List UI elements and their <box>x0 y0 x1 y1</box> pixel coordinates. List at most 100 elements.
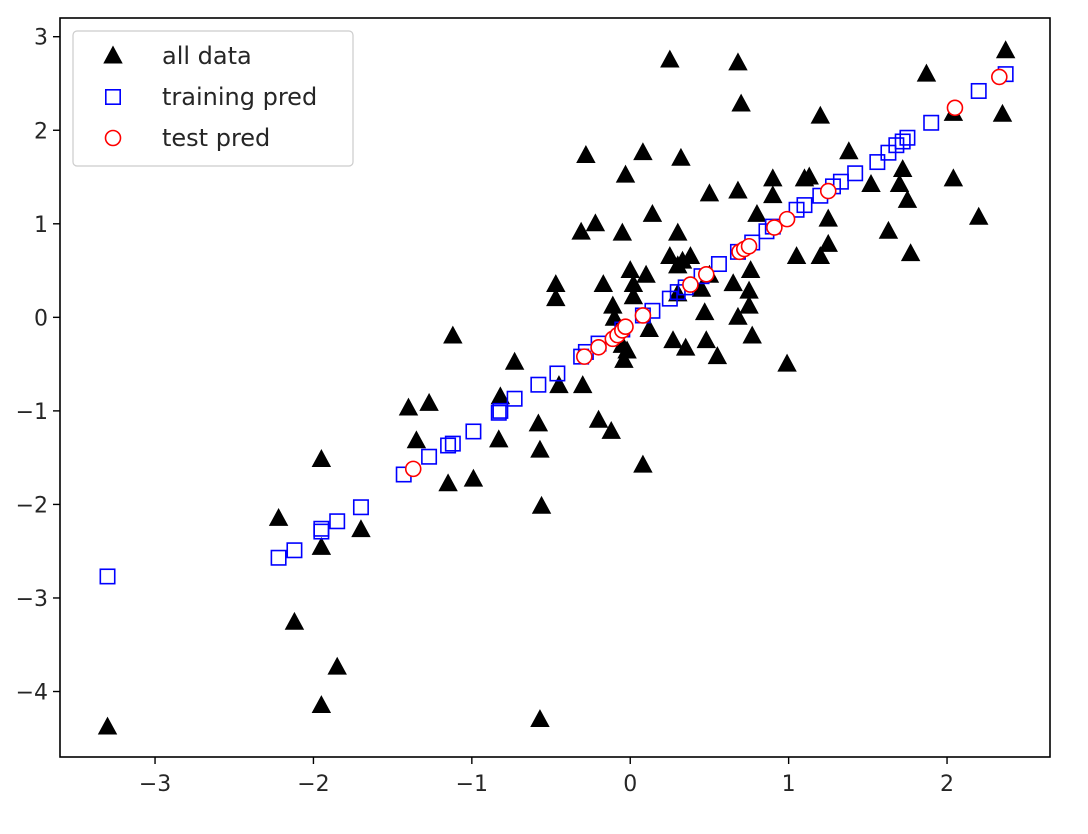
all-data-point <box>660 246 680 264</box>
training-pred-point <box>465 423 482 440</box>
y-tick-label: 2 <box>34 119 48 144</box>
y-tick-label: 1 <box>34 213 48 238</box>
test-pred-point <box>991 68 1008 86</box>
all-data-point <box>892 159 913 177</box>
all-data-point <box>576 145 596 163</box>
all-data-point <box>268 507 289 526</box>
training-pred-point <box>506 390 523 407</box>
training-pred-point <box>796 197 813 214</box>
legend-label: test pred <box>162 124 270 152</box>
all-data-point <box>639 319 659 337</box>
all-data-point <box>406 430 427 449</box>
test-pred-point <box>682 276 699 293</box>
all-data-point <box>311 695 332 714</box>
all-data-point <box>818 208 838 227</box>
legend-label: training pred <box>162 83 317 111</box>
all-data-point <box>861 174 881 192</box>
test-pred-point <box>576 348 593 365</box>
training-pred-point <box>894 133 911 150</box>
all-data-point <box>699 183 720 202</box>
all-data-point <box>818 233 838 252</box>
all-data-point <box>943 168 964 187</box>
all-data-point <box>585 213 606 232</box>
training-pred-point <box>440 437 457 454</box>
legend-item: all data <box>103 42 252 70</box>
all-data-point <box>642 203 663 222</box>
training-pred-point <box>530 376 547 393</box>
training-pred-point <box>492 402 509 419</box>
all-data-point <box>614 349 634 368</box>
all-data-point <box>728 52 748 71</box>
all-data-point <box>680 246 701 264</box>
training-pred-point <box>710 256 727 273</box>
training-pred-point <box>970 82 987 99</box>
all-data-point <box>747 203 767 222</box>
all-data-point <box>810 105 831 124</box>
all-data-point <box>546 288 566 307</box>
test-pred-point <box>697 266 715 283</box>
training-pred-point <box>270 549 287 566</box>
all-data-point <box>463 468 484 487</box>
all-data-point <box>694 302 715 321</box>
all-data-point <box>633 454 653 473</box>
all-data-point <box>489 429 509 448</box>
all-data-point <box>601 420 621 439</box>
legend-marker-training-pred <box>105 89 122 106</box>
all-data-series <box>97 40 1016 735</box>
training-pred-point <box>832 173 849 190</box>
training-pred-point <box>286 542 303 559</box>
all-data-point <box>588 409 609 428</box>
all-data-point <box>530 709 550 728</box>
all-data-point <box>728 306 748 325</box>
all-data-point <box>668 222 688 241</box>
y-tick-label: −3 <box>16 587 48 612</box>
all-data-point <box>663 330 683 349</box>
all-data-point <box>571 221 591 240</box>
all-data-point <box>897 189 918 208</box>
all-data-point <box>615 164 636 183</box>
all-data-point <box>633 142 653 161</box>
test-pred-point <box>740 237 758 255</box>
all-data-point <box>723 273 743 292</box>
all-data-point <box>671 147 691 166</box>
test-pred-point <box>946 99 964 117</box>
test-pred-point <box>617 318 634 335</box>
legend-label: all data <box>162 42 252 70</box>
all-data-point <box>740 260 761 279</box>
x-tick-label: −1 <box>456 772 488 797</box>
all-data-point <box>398 397 419 416</box>
training-pred-point <box>444 435 461 452</box>
y-tick-label: −2 <box>16 493 48 518</box>
test-pred-point <box>590 338 607 356</box>
all-data-point <box>572 375 593 394</box>
all-data-point <box>593 274 614 293</box>
all-data-point <box>763 185 783 204</box>
training-pred-point <box>421 448 438 465</box>
all-data-point <box>419 392 439 411</box>
y-tick-label: −4 <box>16 681 48 706</box>
all-data-point <box>916 63 937 82</box>
all-data-point <box>900 243 921 262</box>
all-data-point <box>636 264 656 283</box>
all-data-point <box>968 206 989 225</box>
all-data-point <box>528 413 549 432</box>
x-tick-label: −2 <box>297 772 329 797</box>
plot-frame <box>59 17 1051 758</box>
all-data-point <box>623 286 644 305</box>
training-pred-point <box>490 404 507 421</box>
training-pred-point <box>923 114 940 131</box>
all-data-point <box>995 40 1016 59</box>
test-pred-point <box>766 219 783 236</box>
y-tick-label: 3 <box>34 26 48 51</box>
test-pred-point <box>404 460 422 478</box>
x-tick-label: 1 <box>782 772 796 797</box>
all-data-point <box>739 295 759 314</box>
training-pred-point <box>313 520 330 537</box>
all-data-point <box>742 325 762 344</box>
all-data-point <box>612 222 633 241</box>
training-pred-point <box>352 499 369 516</box>
legend-item: test pred <box>104 124 270 152</box>
legend-box <box>72 30 354 167</box>
all-data-point <box>889 174 910 192</box>
legend: all data training pred test pred <box>72 30 354 167</box>
